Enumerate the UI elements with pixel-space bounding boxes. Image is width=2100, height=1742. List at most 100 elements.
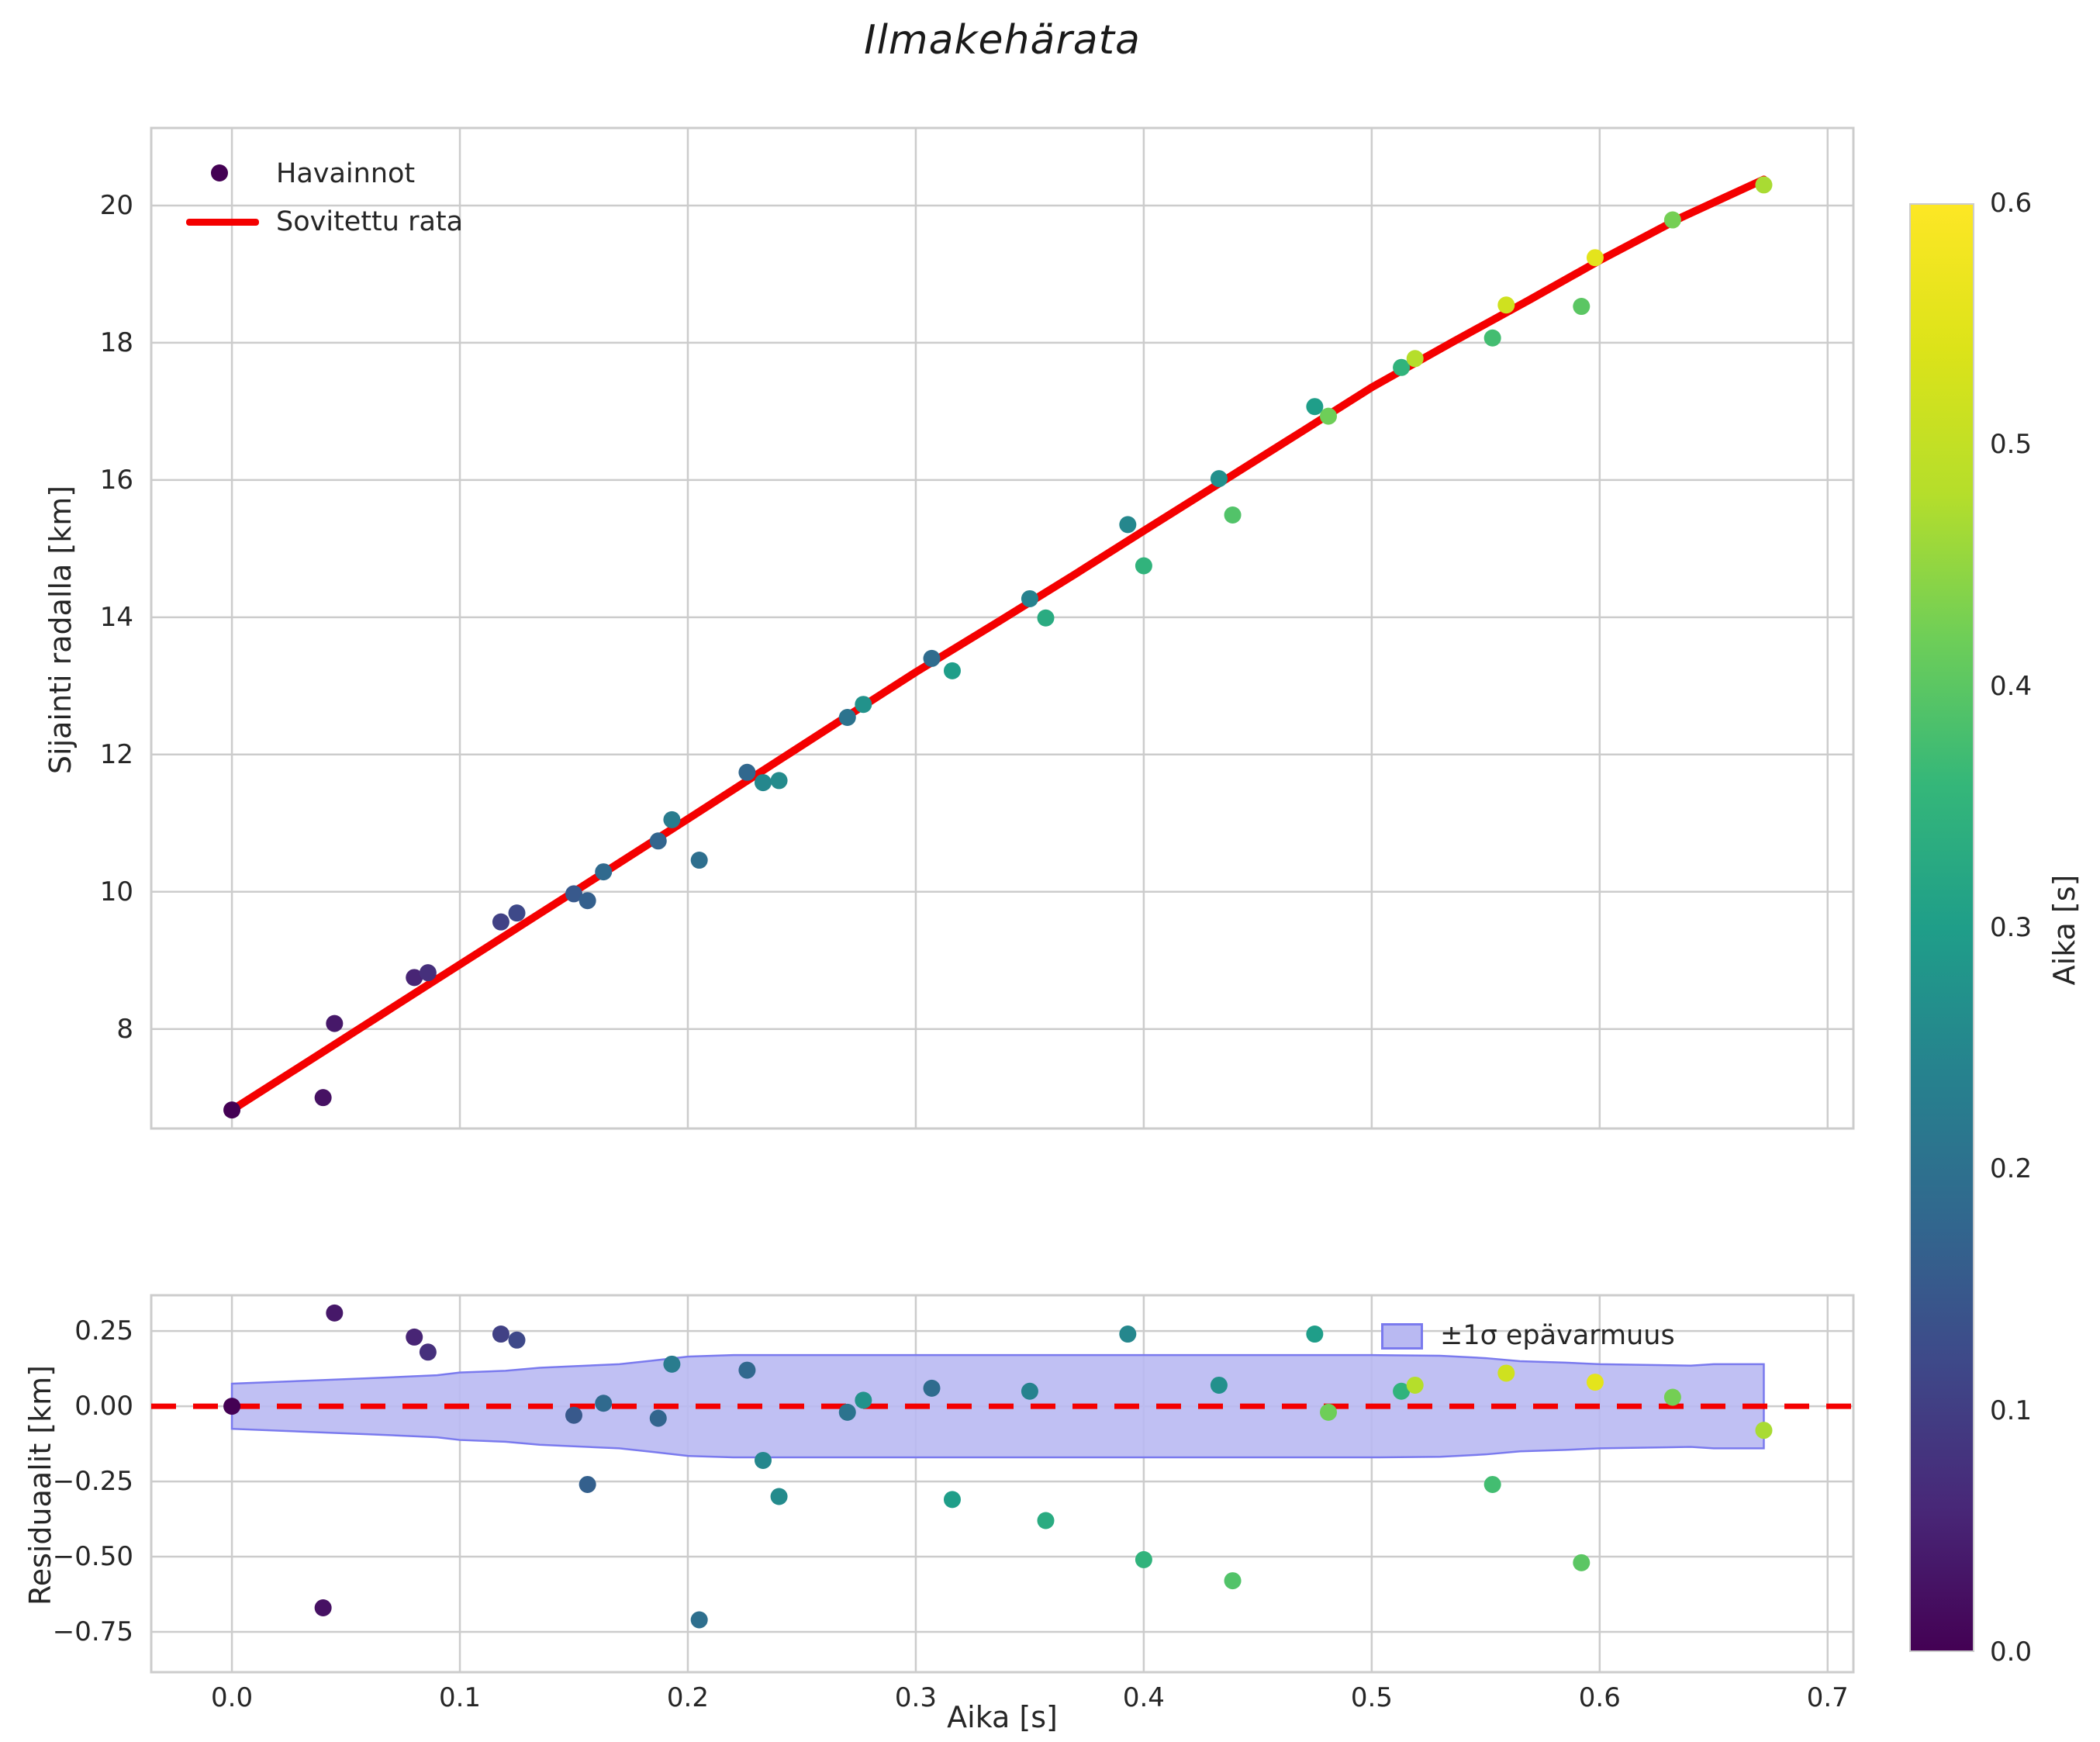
bottom-plot-svg	[150, 1294, 1855, 1674]
data-point	[923, 649, 941, 667]
data-point	[838, 709, 856, 727]
data-point	[738, 763, 756, 781]
data-point	[406, 1328, 423, 1346]
data-point	[1663, 1388, 1681, 1406]
data-point	[1037, 609, 1055, 627]
colorbar-tick-label: 0.5	[1990, 429, 2033, 461]
data-point	[923, 1379, 941, 1397]
data-point	[770, 1488, 788, 1505]
data-point	[1119, 516, 1137, 534]
sovitettu-rata-line-icon	[186, 219, 259, 226]
data-point	[738, 1361, 756, 1379]
data-point	[579, 892, 596, 910]
top-y-axis-label: Sijainti radalla [km]	[43, 485, 78, 775]
data-point	[1406, 1376, 1424, 1394]
data-point	[1224, 506, 1242, 524]
bottom-x-tick-label: 0.6	[1578, 1682, 1621, 1713]
data-point	[663, 1355, 681, 1373]
data-point	[1210, 470, 1228, 488]
data-point	[1586, 1374, 1604, 1391]
colorbar	[1909, 203, 1974, 1652]
gridlines	[151, 128, 1853, 1128]
data-point	[649, 1409, 667, 1427]
data-point	[406, 969, 423, 987]
data-point	[943, 1491, 961, 1509]
data-point	[649, 832, 667, 850]
colorbar-tick-label: 0.0	[1990, 1637, 2033, 1668]
data-point	[1393, 1382, 1411, 1400]
data-point	[1573, 1554, 1591, 1571]
gridlines	[151, 1295, 1853, 1672]
top-y-tick-label: 16	[99, 464, 133, 496]
data-point	[492, 913, 509, 931]
data-point	[508, 904, 526, 922]
data-point	[1483, 329, 1501, 347]
data-point	[326, 1304, 344, 1322]
data-point	[855, 696, 872, 714]
data-point	[565, 885, 583, 903]
data-point	[1119, 1326, 1137, 1343]
data-point	[1320, 1403, 1338, 1421]
colorbar-tick-label: 0.1	[1990, 1395, 2033, 1426]
data-point	[1663, 211, 1681, 229]
data-point	[1135, 557, 1152, 575]
bottom-x-tick-label: 0.0	[211, 1682, 254, 1713]
data-point	[595, 863, 613, 881]
data-point	[314, 1599, 332, 1616]
top-y-tick-label: 8	[116, 1013, 133, 1045]
top-y-tick-label: 10	[99, 876, 133, 907]
data-point	[508, 1331, 526, 1349]
bottom-legend-item-uncertainty: ±1σ epävarmuus	[1440, 1320, 1675, 1351]
data-point	[855, 1391, 872, 1409]
bottom-x-tick-label: 0.7	[1806, 1682, 1849, 1713]
data-point	[579, 1475, 596, 1493]
top-y-tick-label: 14	[99, 601, 133, 633]
colorbar-tick-label: 0.6	[1990, 188, 2033, 219]
data-point	[690, 1611, 708, 1629]
data-point	[492, 1326, 509, 1343]
top-legend-item-sovitettu-rata: Sovitettu rata	[276, 206, 464, 237]
scatter-points	[223, 1304, 1773, 1629]
data-point	[1406, 350, 1424, 368]
data-point	[690, 852, 708, 869]
data-point	[1393, 358, 1411, 376]
data-point	[943, 662, 961, 679]
data-point	[1210, 1376, 1228, 1394]
data-point	[1021, 589, 1038, 607]
havainnot-marker-icon	[211, 164, 228, 181]
bottom-y-tick-label: −0.25	[52, 1466, 133, 1498]
data-point	[419, 964, 437, 982]
data-point	[1037, 1512, 1055, 1529]
bottom-x-tick-label: 0.2	[666, 1682, 709, 1713]
bottom-x-tick-label: 0.3	[894, 1682, 937, 1713]
bottom-y-tick-label: −0.50	[52, 1541, 133, 1573]
bottom-x-tick-label: 0.5	[1350, 1682, 1393, 1713]
bottom-x-tick-label: 0.1	[438, 1682, 482, 1713]
x-axis-label: Aika [s]	[947, 1700, 1058, 1734]
data-point	[754, 774, 772, 792]
plot-spine	[150, 126, 1855, 1130]
data-point	[1021, 1382, 1038, 1400]
data-point	[663, 811, 681, 828]
colorbar-tick-label: 0.3	[1990, 912, 2033, 943]
data-point	[1497, 296, 1515, 314]
data-point	[326, 1014, 344, 1032]
top-y-tick-label: 12	[99, 738, 133, 770]
data-point	[1755, 176, 1773, 194]
colorbar-label: Aika [s]	[2047, 874, 2081, 986]
colorbar-tick-label: 0.2	[1990, 1153, 2033, 1185]
data-point	[1224, 1572, 1242, 1590]
top-plot-svg	[150, 126, 1855, 1130]
data-point	[1497, 1364, 1515, 1382]
data-point	[595, 1395, 613, 1412]
colorbar-tick-label: 0.4	[1990, 670, 2033, 702]
data-point	[1573, 298, 1591, 316]
data-point	[1306, 398, 1324, 416]
top-legend-item-havainnot: Havainnot	[276, 158, 416, 189]
bottom-y-axis-label: Residuaalit [km]	[23, 1365, 57, 1605]
data-point	[223, 1398, 241, 1415]
data-point	[1306, 1326, 1324, 1343]
data-point	[314, 1089, 332, 1107]
bottom-x-tick-label: 0.4	[1122, 1682, 1165, 1713]
